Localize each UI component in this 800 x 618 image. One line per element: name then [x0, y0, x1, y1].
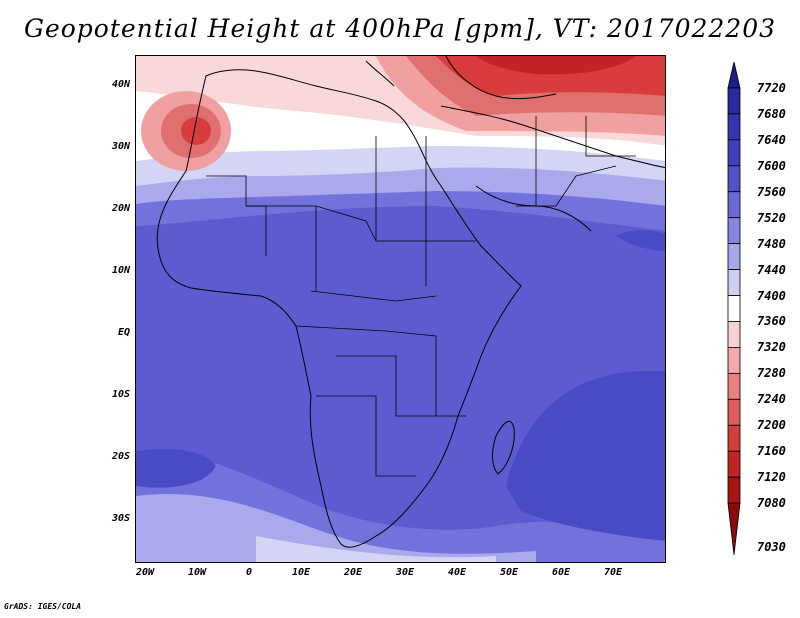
border-5 — [425, 136, 476, 242]
y-axis-label: 20N — [111, 203, 130, 214]
contour-fill-7600-ne — [616, 230, 665, 251]
contour-fill-7480-south — [136, 494, 536, 562]
colorbar-label: 7480 — [757, 236, 786, 251]
border-2 — [246, 205, 377, 242]
border-8 — [336, 355, 436, 417]
border-4 — [375, 136, 427, 286]
y-axis-label: 30S — [111, 513, 130, 524]
border-10 — [435, 336, 466, 417]
colorbar-label: 7360 — [757, 314, 786, 329]
colorbar-label: 7680 — [757, 106, 786, 121]
colorbar-box — [727, 450, 741, 478]
colorbar-label: 7280 — [757, 366, 786, 381]
y-axis-label: 10S — [111, 389, 130, 400]
colorbar-label: 7200 — [757, 418, 786, 433]
colorbar-arrow-bottom — [727, 502, 741, 556]
italy-coastline — [365, 60, 395, 87]
y-axis-label: 30N — [111, 141, 130, 152]
colorbar-label: 7030 — [757, 540, 786, 554]
colorbar-box — [727, 165, 741, 193]
x-axis-label: 0 — [245, 567, 253, 578]
colorbar-label: 7320 — [757, 340, 786, 355]
colorbar-box — [727, 372, 741, 400]
colorbar-box — [727, 321, 741, 348]
contour-fill-7600-sw — [136, 449, 216, 488]
madagascar-coastline — [492, 420, 515, 475]
map-panel — [135, 55, 666, 563]
colorbar-label: 7640 — [757, 132, 786, 147]
x-axis-label: 10W — [187, 567, 207, 578]
contour-fill-low-nw-inner — [181, 117, 211, 145]
x-axis-label: 40E — [447, 567, 467, 578]
colorbar-boxes — [727, 61, 741, 556]
border-13 — [585, 116, 636, 157]
x-axis-label: 20W — [135, 567, 155, 578]
x-axis-label: 70E — [603, 567, 623, 578]
colorbar-box — [727, 398, 741, 426]
map-canvas — [136, 56, 665, 562]
colorbar-box — [727, 476, 741, 504]
y-axis-label: 40N — [111, 79, 130, 90]
x-axis-label: 30E — [395, 567, 415, 578]
chart-title: Geopotential Height at 400hPa [gpm], VT:… — [23, 14, 777, 43]
colorbar-box — [727, 269, 741, 296]
x-axis-label: 50E — [499, 567, 519, 578]
colorbar-box — [727, 424, 741, 452]
colorbar-label: 7520 — [757, 210, 786, 225]
colorbar-box — [727, 243, 741, 270]
border-7 — [295, 325, 437, 337]
y-axis-label: EQ — [117, 327, 130, 338]
colorbar-label: 7440 — [757, 262, 786, 277]
x-axis-label: 60E — [551, 567, 571, 578]
colorbar-arrow-top — [727, 61, 741, 89]
colorbar-box — [727, 113, 741, 141]
border-6 — [310, 290, 437, 302]
y-axis-label: 10N — [111, 265, 130, 276]
middle-east-coastline — [440, 105, 665, 169]
africa-coastline — [156, 69, 522, 548]
x-axis-label: 10E — [291, 567, 311, 578]
colorbar-box — [727, 191, 741, 219]
border-9 — [316, 395, 416, 477]
colorbar-label: 7600 — [757, 158, 786, 173]
colorbar-box — [727, 87, 741, 115]
colorbar-box — [727, 347, 741, 374]
colorbar-box — [727, 139, 741, 167]
country-borders — [206, 116, 636, 477]
anatolia-coastline — [445, 56, 557, 100]
colorbar-label: 7720 — [757, 80, 786, 95]
colorbar-label: 7160 — [757, 444, 786, 459]
colorbar-box — [727, 217, 741, 245]
contour-fill-7600-se — [506, 371, 665, 541]
footer-credit: GrADS: IGES/COLA — [4, 602, 82, 611]
x-axis-label: 20E — [343, 567, 363, 578]
contour-fill-7120 — [476, 56, 636, 75]
colorbar-label: 7560 — [757, 184, 786, 199]
colorbar-label: 7080 — [757, 496, 786, 511]
y-axis-label: 20S — [111, 451, 130, 462]
colorbar-box — [727, 295, 741, 322]
colorbar-label: 7400 — [757, 288, 786, 303]
colorbar-label: 7240 — [757, 392, 786, 407]
colorbar-label: 7120 — [757, 470, 786, 485]
contour-fill-7440-south — [256, 536, 496, 562]
